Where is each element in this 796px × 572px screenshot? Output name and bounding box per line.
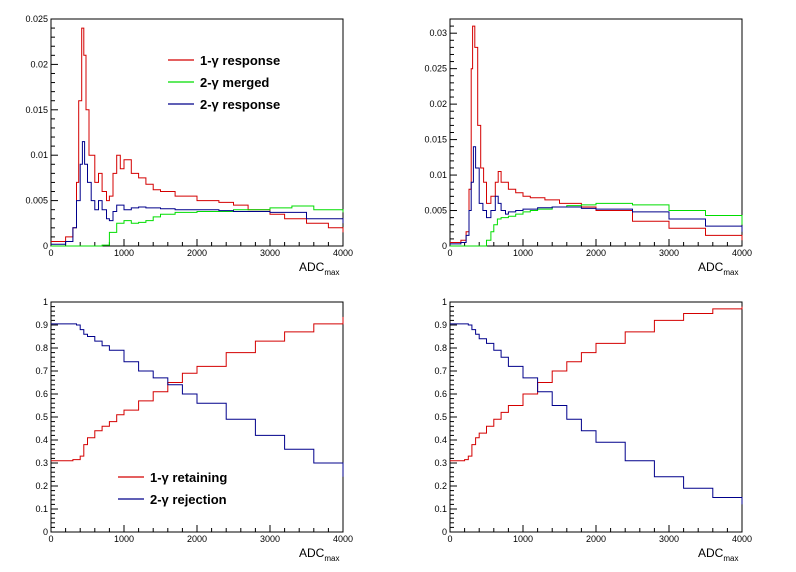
x-axis-title-subscript: max [723,268,738,277]
y-tick-label: 0.4 [434,435,447,445]
x-tick-label: 1000 [114,534,134,544]
x-tick-label: 3000 [659,534,679,544]
y-tick-label: 0.6 [35,389,48,399]
x-tick-label: 2000 [187,534,207,544]
y-tick-label: 0.8 [434,343,447,353]
x-axis-title: ADCmax [299,546,339,563]
y-tick-label: 0.02 [30,59,48,69]
y-tick-label: 0.5 [35,412,48,422]
x-tick-label: 1000 [513,534,533,544]
series-line-3 [450,146,743,245]
x-tick-label: 0 [48,248,53,258]
legend-label: 2-γ response [200,97,280,112]
x-axis-title: ADCmax [698,546,738,563]
x-axis-title-main: ADC [299,546,325,560]
x-tick-label: 2000 [187,248,207,258]
series-line-1 [450,306,743,462]
chart-panel-2: 0 1000 2000 3000 4000 0 0.005 0.01 0.015 0.02 0.02… [424,18,752,277]
legend-label: 2-γ rejection [150,492,227,507]
y-tick-label: 0.005 [25,196,48,206]
series-line-1 [450,25,743,243]
y-tick-label: 1 [442,297,447,307]
y-tick-label: 0.02 [429,99,447,109]
series-line-2 [51,205,344,247]
plot-frame [449,18,743,247]
chart-panel-3: 0 1000 2000 3000 4000 0 0.1 0.2 0.3 0.4 0.5 0.6 0.7 0… [35,297,353,563]
plot-frame [449,301,743,533]
x-axis-title: ADCmax [299,260,339,277]
y-tick-label: 0.015 [25,105,48,115]
y-tick-label: 0.7 [35,366,48,376]
y-tick-label: 0.1 [434,504,447,514]
x-tick-label: 0 [48,534,53,544]
y-tick-label: 0.2 [35,481,48,491]
y-tick-label: 0 [442,527,447,537]
y-tick-label: 0 [43,527,48,537]
series-line-2 [450,202,743,247]
y-tick-label: 0.4 [35,435,48,445]
y-tick-label: 0.6 [434,389,447,399]
y-tick-label: 0.005 [424,206,447,216]
legend-label: 2-γ merged [200,75,269,90]
y-tick-label: 0.03 [429,28,447,38]
x-tick-label: 1000 [513,248,533,258]
x-tick-label: 4000 [333,248,353,258]
x-axis-title: ADCmax [698,260,738,277]
x-axis-title-subscript: max [324,554,339,563]
series-line-3 [51,141,344,245]
x-tick-label: 0 [447,534,452,544]
series-line-2 [450,323,743,505]
legend-label: 1-γ response [200,53,280,68]
x-tick-label: 3000 [659,248,679,258]
y-tick-label: 0.1 [35,504,48,514]
x-tick-label: 2000 [586,248,606,258]
y-tick-label: 0 [43,241,48,251]
series-line-1 [51,27,344,242]
x-tick-label: 0 [447,248,452,258]
legend-label: 1-γ retaining [150,470,227,485]
x-tick-label: 1000 [114,248,134,258]
x-tick-label: 3000 [260,534,280,544]
x-axis-title-main: ADC [698,546,724,560]
y-tick-label: 0.01 [30,150,48,160]
chart-panel-4: 0 1000 2000 3000 4000 0 0.1 0.2 0.3 0.4 0.5 0.6 0.7 0… [434,297,752,563]
y-tick-label: 0 [442,241,447,251]
x-axis-title-subscript: max [324,268,339,277]
y-tick-label: 0.015 [424,135,447,145]
y-tick-label: 0.9 [434,320,447,330]
x-tick-label: 4000 [333,534,353,544]
x-tick-label: 2000 [586,534,606,544]
y-tick-label: 0.8 [35,343,48,353]
y-tick-label: 0.3 [35,458,48,468]
chart-panel-1: 0 1000 2000 3000 4000 0 0.005 0.01 0.015 0.02 0.02… [25,14,353,277]
x-tick-label: 3000 [260,248,280,258]
y-tick-label: 0.3 [434,458,447,468]
x-tick-label: 4000 [732,534,752,544]
y-tick-label: 0.7 [434,366,447,376]
y-tick-label: 0.5 [434,412,447,422]
y-tick-label: 1 [43,297,48,307]
y-tick-label: 0.9 [35,320,48,330]
series-line-1 [51,316,344,462]
x-axis-title-subscript: max [723,554,738,563]
series-line-2 [51,323,344,477]
y-tick-label: 0.2 [434,481,447,491]
x-axis-title-main: ADC [698,260,724,274]
y-tick-label: 0.025 [424,64,447,74]
y-tick-label: 0.025 [25,14,48,24]
y-tick-label: 0.01 [429,170,447,180]
x-axis-title-main: ADC [299,260,325,274]
x-tick-label: 4000 [732,248,752,258]
